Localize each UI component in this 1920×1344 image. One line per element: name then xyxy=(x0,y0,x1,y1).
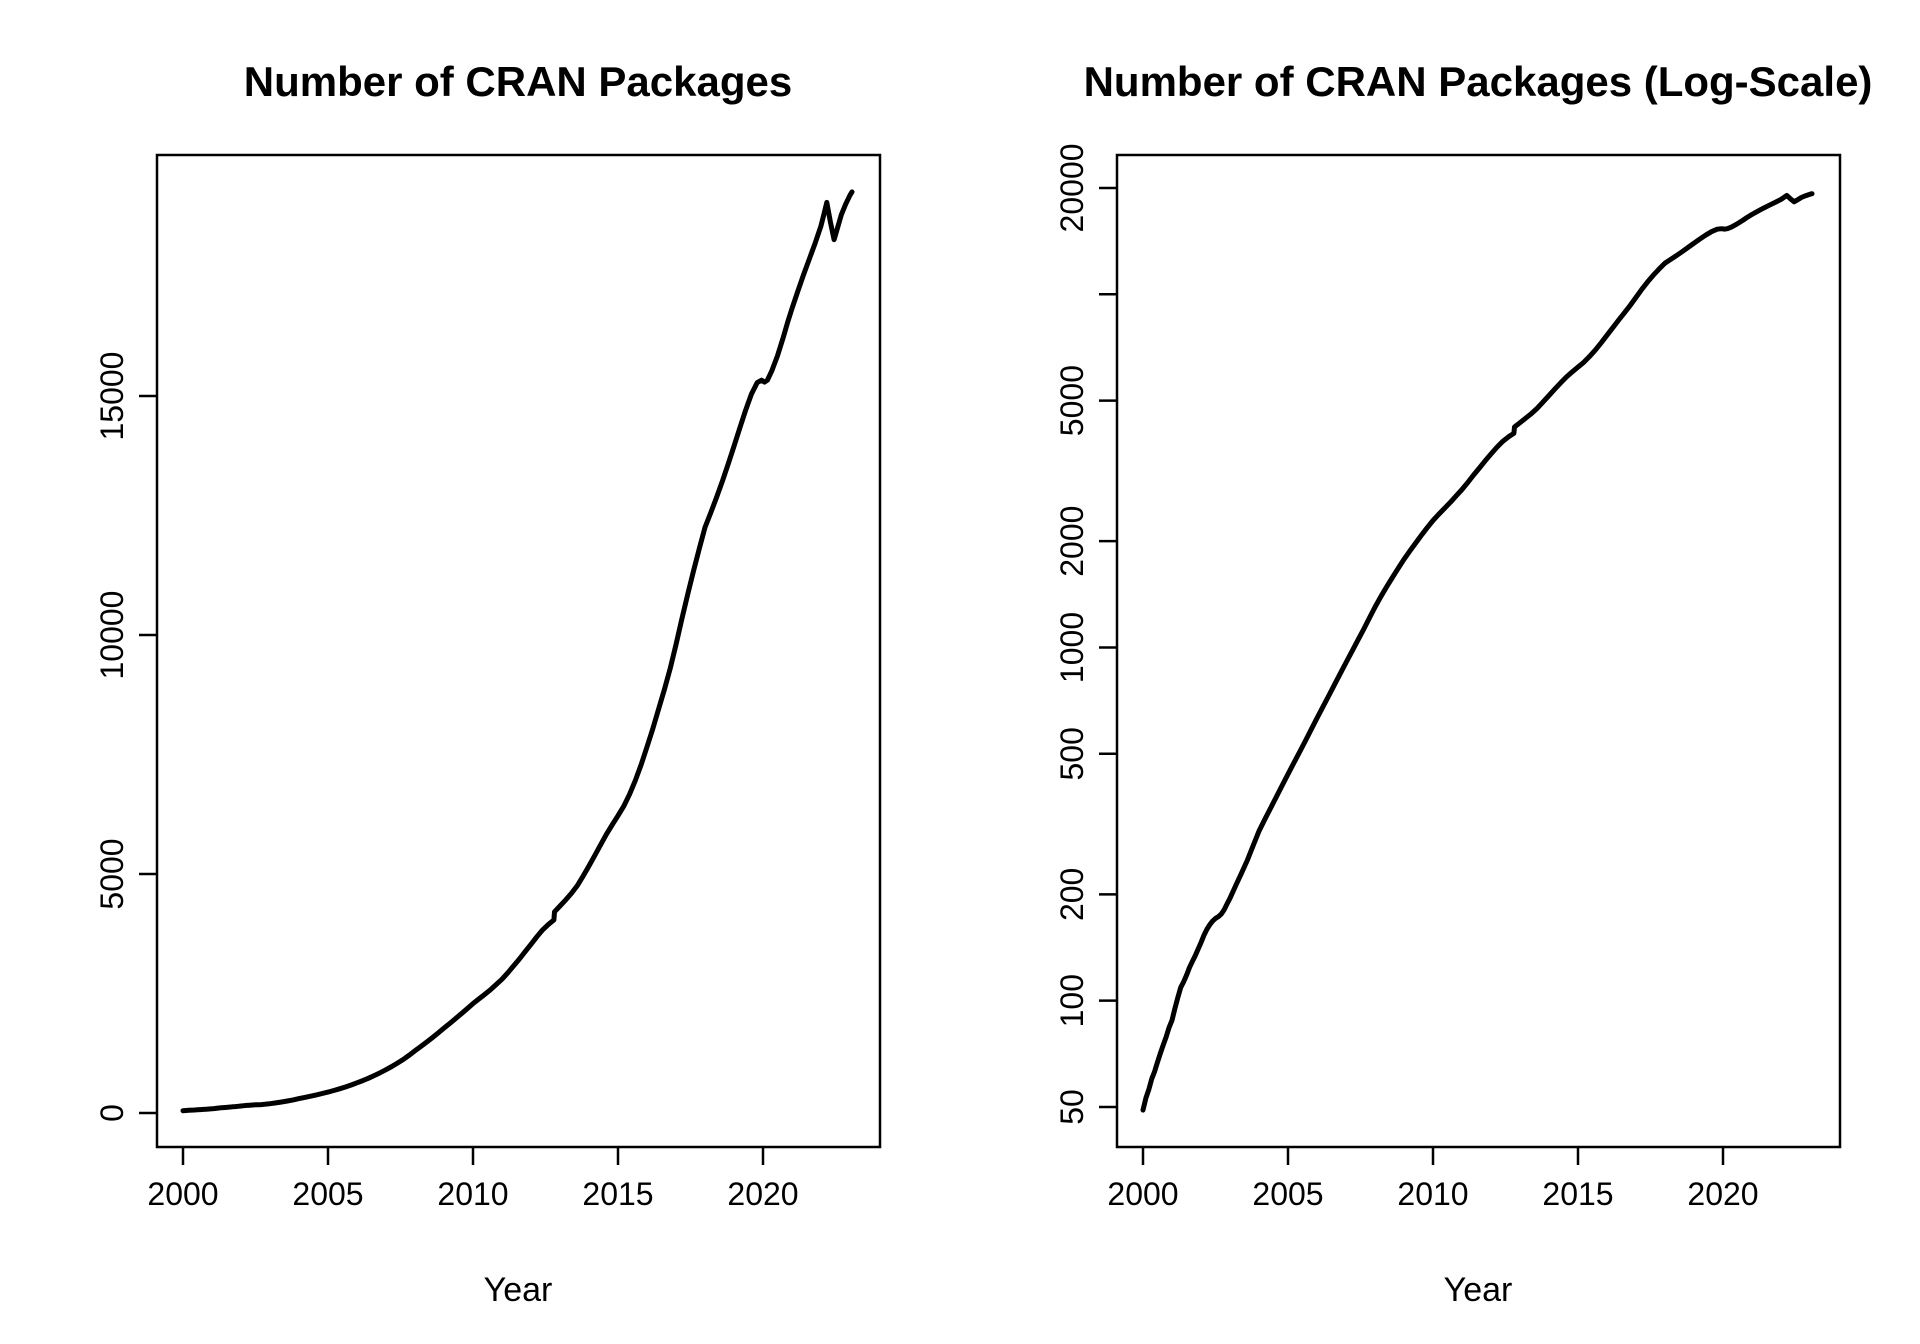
left-x-axis-title: Year xyxy=(484,1271,553,1309)
right-chart-series-line xyxy=(1140,191,1815,1113)
y-tick-label: 5000 xyxy=(94,838,130,909)
x-tick-label: 2010 xyxy=(1397,1176,1468,1212)
y-tick-label: 100 xyxy=(1054,974,1090,1027)
y-tick-label: 200 xyxy=(1054,868,1090,921)
y-tick-label: 20000 xyxy=(1054,143,1090,232)
y-tick-label: 50 xyxy=(1054,1089,1090,1125)
right-chart-title: Number of CRAN Packages (Log-Scale) xyxy=(1084,58,1873,105)
y-tick-label: 1000 xyxy=(1054,612,1090,683)
left-chart-series-line xyxy=(180,189,855,1114)
right-chart-log: Number of CRAN Packages (Log-Scale) Year… xyxy=(1054,58,1872,1309)
x-tick-label: 2020 xyxy=(1687,1176,1758,1212)
plot-box xyxy=(1115,153,1842,1149)
y-tick-label: 2000 xyxy=(1054,506,1090,577)
x-tick-label: 2015 xyxy=(582,1176,653,1212)
left-chart-axes: 2000 2005 2010 2015 2020 0 5000 10000 15000 xyxy=(94,153,882,1212)
series-path xyxy=(1140,191,1815,1113)
series-path xyxy=(180,189,855,1114)
y-tick-label: 15000 xyxy=(94,352,130,441)
x-tick-label: 2020 xyxy=(727,1176,798,1212)
left-chart-title: Number of CRAN Packages xyxy=(244,58,792,105)
plot-box xyxy=(155,153,882,1149)
y-tick-label: 10000 xyxy=(94,591,130,680)
x-tick-label: 2005 xyxy=(292,1176,363,1212)
x-tick-label: 2005 xyxy=(1252,1176,1323,1212)
x-tick-label: 2000 xyxy=(147,1176,218,1212)
right-x-axis-title: Year xyxy=(1444,1271,1513,1309)
right-chart-axes: 2000 2005 2010 2015 2020 50 100 200 500 1000 2000 5… xyxy=(1054,143,1842,1212)
x-tick-label: 2015 xyxy=(1542,1176,1613,1212)
y-tick-label: 500 xyxy=(1054,727,1090,780)
x-tick-label: 2000 xyxy=(1107,1176,1178,1212)
y-tick-label: 0 xyxy=(94,1104,130,1122)
x-tick-label: 2010 xyxy=(437,1176,508,1212)
y-tick-label: 5000 xyxy=(1054,365,1090,436)
left-chart-linear: Number of CRAN Packages Year 2000 2005 201… xyxy=(94,58,882,1309)
